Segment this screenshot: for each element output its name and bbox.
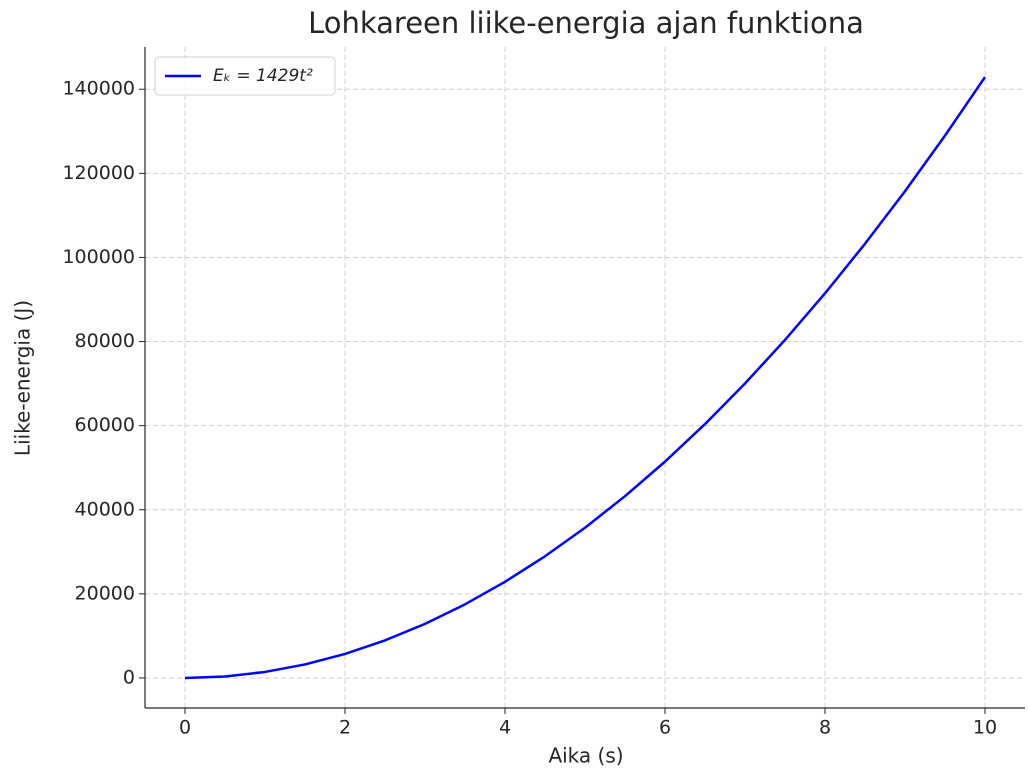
x-tick-label: 4: [499, 717, 511, 739]
x-tick-label: 10: [973, 717, 997, 739]
y-tick-label: 100000: [62, 246, 135, 268]
y-tick-label: 40000: [75, 498, 135, 520]
legend-label: Eₖ = 1429t²: [213, 66, 313, 86]
x-axis-label: Aika (s): [548, 744, 623, 768]
line: [184, 76, 987, 680]
x-tick-label: 2: [339, 717, 351, 739]
y-tick-label: 120000: [62, 162, 135, 184]
y-tick-label: 60000: [75, 414, 135, 436]
chart-title: Lohkareen liike-energia ajan funktiona: [308, 6, 864, 40]
x-tick-label: 6: [659, 717, 671, 739]
x-tick-label: 0: [179, 717, 191, 739]
y-tick-label: 20000: [75, 582, 135, 604]
legend-box: [154, 56, 336, 96]
y-tick-label: 80000: [75, 330, 135, 352]
y-tick-label: 0: [123, 666, 135, 688]
y-tick-label: 140000: [62, 78, 135, 100]
x-tick-label: 8: [819, 717, 831, 739]
y-axis-label: Liike-energia (J): [11, 300, 35, 456]
